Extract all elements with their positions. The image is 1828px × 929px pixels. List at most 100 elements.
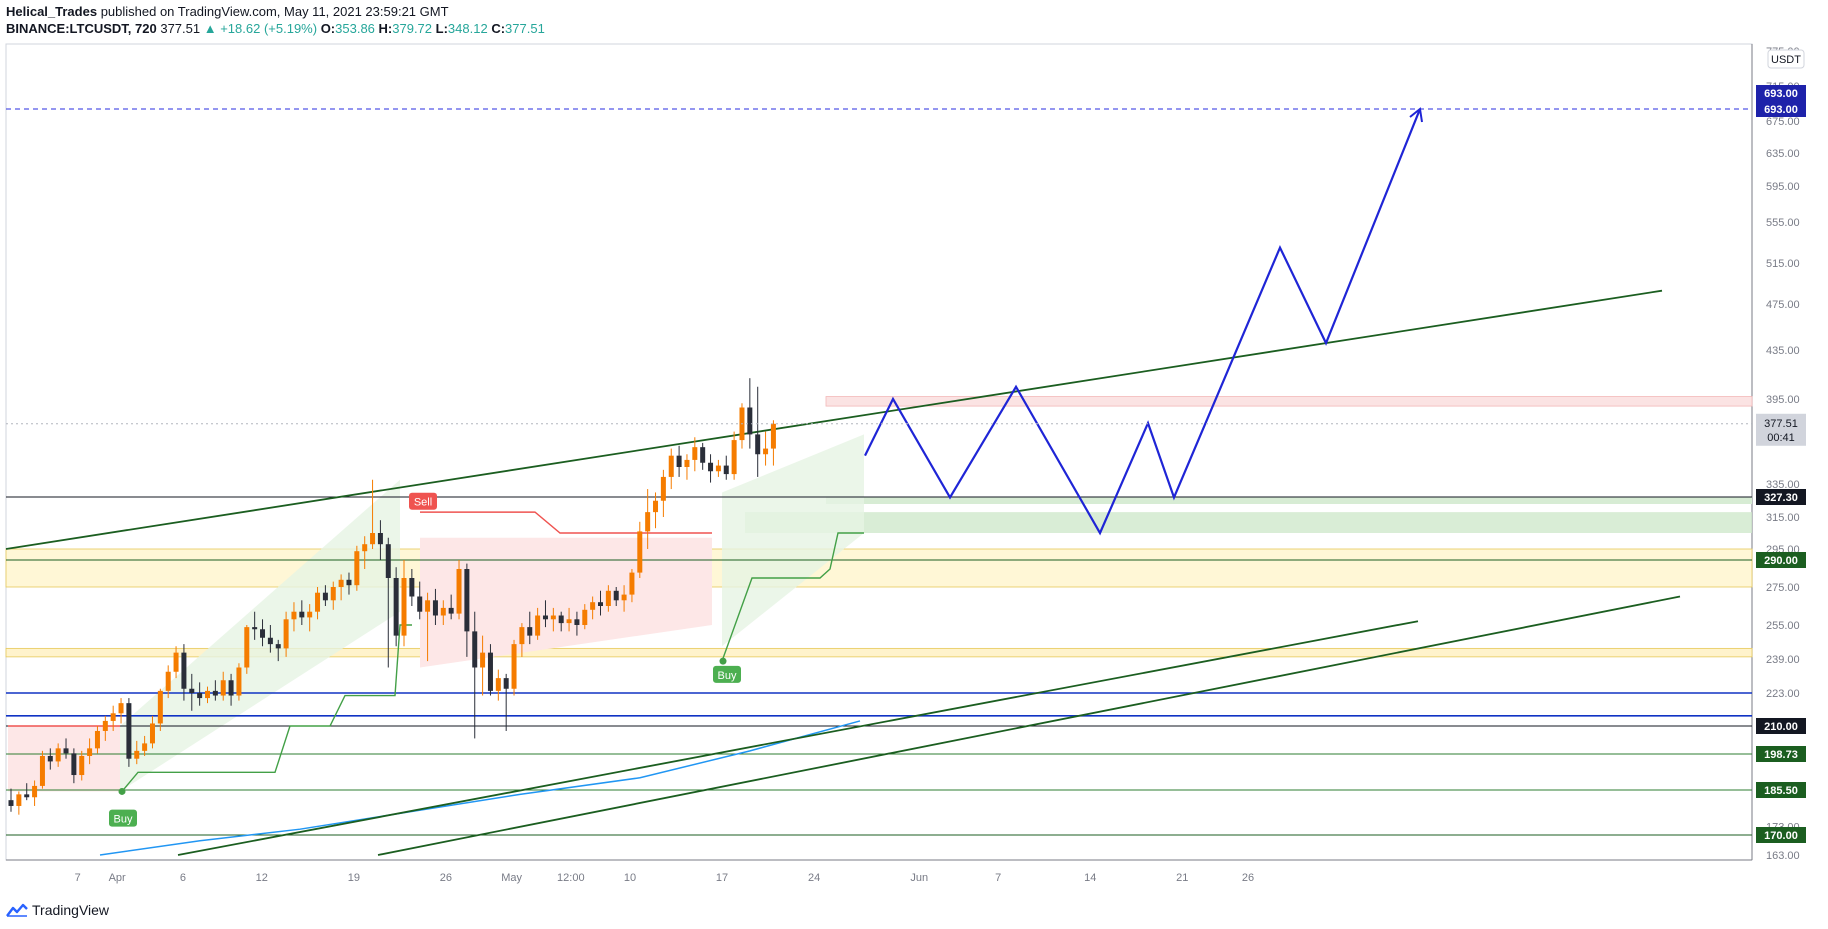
candle[interactable] — [260, 629, 266, 638]
candle[interactable] — [613, 590, 619, 601]
price-label-box[interactable] — [1756, 489, 1806, 505]
candle[interactable] — [621, 594, 627, 601]
candle[interactable] — [110, 713, 116, 721]
candle[interactable] — [79, 755, 85, 776]
candle[interactable] — [220, 680, 226, 696]
candle[interactable] — [354, 551, 360, 586]
candle[interactable] — [71, 753, 77, 776]
currency-selector[interactable] — [1767, 49, 1805, 69]
candle[interactable] — [511, 644, 517, 689]
candle[interactable] — [197, 693, 203, 699]
candle[interactable] — [362, 544, 368, 552]
candle[interactable] — [417, 596, 423, 612]
candle[interactable] — [684, 459, 690, 467]
candle[interactable] — [8, 800, 14, 806]
candle[interactable] — [708, 462, 714, 472]
price-label-box[interactable] — [1756, 782, 1806, 798]
candle[interactable] — [212, 690, 218, 696]
candle[interactable] — [142, 743, 148, 751]
tradingview-footer[interactable]: TradingView — [6, 902, 109, 918]
price-label-box[interactable] — [1756, 718, 1806, 734]
candle[interactable] — [87, 748, 93, 756]
candle[interactable] — [181, 652, 187, 689]
candle[interactable] — [472, 631, 478, 668]
projection-path[interactable] — [864, 108, 1422, 536]
candle[interactable] — [598, 602, 603, 606]
lower-channel-trendline[interactable] — [377, 595, 1681, 856]
candle[interactable] — [244, 627, 250, 668]
price-label-box[interactable] — [1756, 85, 1806, 101]
candle[interactable] — [715, 465, 721, 472]
candle[interactable] — [535, 615, 541, 636]
candle[interactable] — [118, 703, 124, 714]
candle[interactable] — [653, 500, 659, 513]
candle[interactable] — [527, 627, 533, 636]
candle[interactable] — [770, 423, 776, 449]
candle[interactable] — [487, 652, 493, 691]
candle[interactable] — [692, 447, 698, 460]
candle[interactable] — [542, 615, 548, 620]
candle[interactable] — [723, 465, 729, 475]
author-name[interactable]: Helical_Trades — [6, 4, 98, 19]
candle[interactable] — [440, 607, 446, 616]
candle[interactable] — [582, 609, 588, 625]
candle[interactable] — [456, 569, 462, 614]
candle[interactable] — [267, 637, 273, 645]
candle[interactable] — [605, 590, 611, 606]
candle[interactable] — [676, 455, 682, 467]
price-label-box[interactable] — [1756, 746, 1806, 762]
candle[interactable] — [205, 690, 210, 699]
candle[interactable] — [24, 794, 30, 798]
candle[interactable] — [495, 678, 501, 691]
buy-signal-badge-apr[interactable] — [109, 809, 137, 827]
candle[interactable] — [299, 611, 305, 618]
candle[interactable] — [700, 447, 706, 463]
candle[interactable] — [149, 723, 155, 744]
candle[interactable] — [236, 667, 242, 696]
candle[interactable] — [126, 703, 132, 759]
candle[interactable] — [503, 678, 509, 689]
price-chart[interactable]: SellBuyBuy163.00173.00185.50198.73210.00… — [0, 0, 1828, 895]
candle[interactable] — [32, 785, 38, 798]
candle[interactable] — [322, 592, 328, 601]
candle[interactable] — [330, 587, 336, 601]
candle[interactable] — [63, 748, 69, 754]
candle[interactable] — [763, 448, 769, 455]
candle[interactable] — [291, 611, 297, 620]
candle[interactable] — [590, 602, 596, 610]
candle[interactable] — [432, 600, 438, 616]
sell-signal-badge[interactable] — [409, 492, 437, 510]
candle[interactable] — [102, 720, 108, 731]
candle[interactable] — [401, 578, 407, 636]
candle[interactable] — [16, 794, 22, 806]
candle[interactable] — [275, 644, 281, 649]
middle-trendline[interactable] — [177, 620, 1419, 856]
candle[interactable] — [668, 455, 674, 477]
price-label-box[interactable] — [1756, 827, 1806, 843]
candle[interactable] — [550, 615, 556, 620]
candle[interactable] — [747, 407, 753, 435]
candle[interactable] — [315, 592, 321, 612]
candle[interactable] — [165, 671, 171, 691]
upper-channel-trendline[interactable] — [5, 289, 1663, 550]
candle[interactable] — [39, 755, 45, 786]
candle[interactable] — [338, 579, 344, 587]
candle[interactable] — [346, 579, 352, 586]
price-label-box[interactable] — [1756, 101, 1806, 117]
candle[interactable] — [558, 615, 564, 624]
candle[interactable] — [307, 611, 313, 618]
candle[interactable] — [425, 600, 431, 612]
candle[interactable] — [228, 680, 234, 696]
symbol-name[interactable]: BINANCE:LTCUSDT, 720 — [6, 21, 157, 36]
candle[interactable] — [189, 688, 195, 693]
buy-signal-badge-may[interactable] — [713, 665, 741, 683]
candle[interactable] — [134, 750, 140, 759]
price-label-box[interactable] — [1756, 552, 1806, 568]
candle[interactable] — [629, 572, 635, 595]
candle[interactable] — [47, 755, 53, 762]
candle[interactable] — [574, 619, 580, 625]
candle[interactable] — [464, 569, 470, 632]
candle[interactable] — [55, 748, 61, 762]
candle[interactable] — [94, 730, 100, 749]
candle[interactable] — [755, 434, 761, 455]
